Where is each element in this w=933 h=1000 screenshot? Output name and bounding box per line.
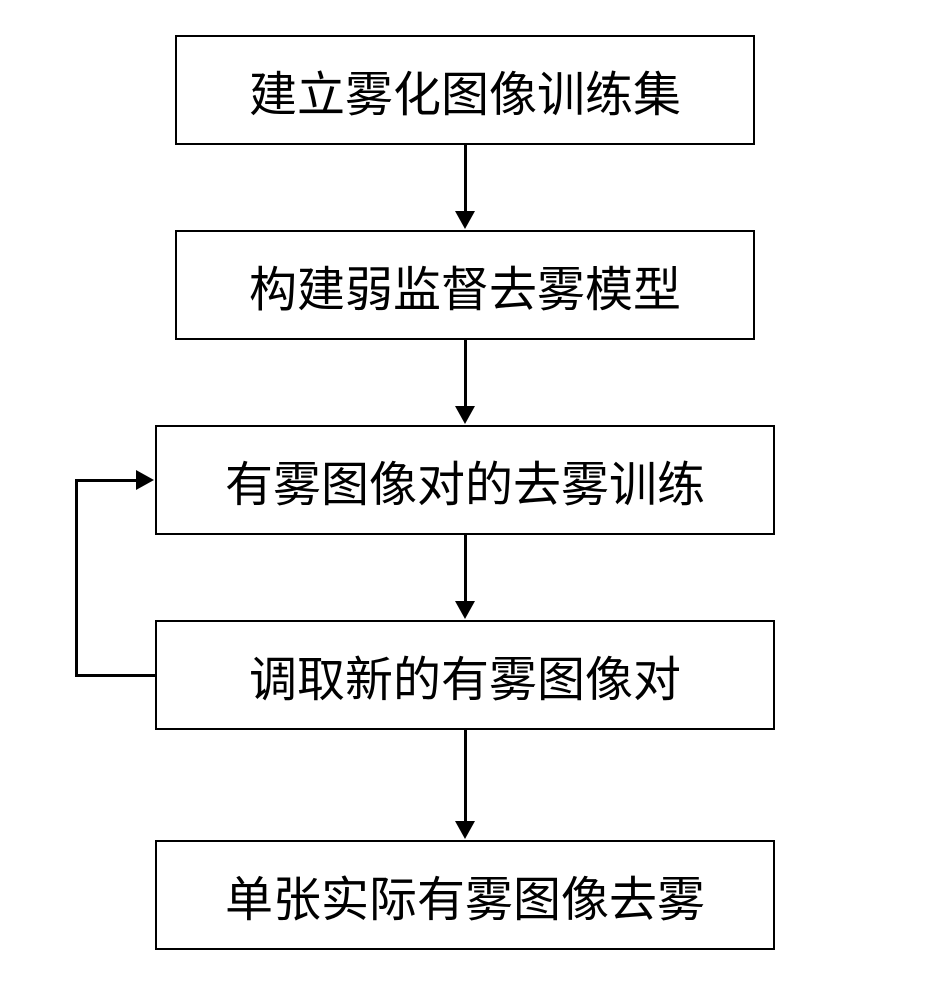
node-step2-label: 构建弱监督去雾模型 bbox=[249, 250, 681, 320]
edge-2-3 bbox=[464, 340, 467, 410]
flowchart-container: 建立雾化图像训练集 构建弱监督去雾模型 有雾图像对的去雾训练 调取新的有雾图像对… bbox=[0, 0, 933, 1000]
node-step5-label: 单张实际有雾图像去雾 bbox=[225, 860, 705, 930]
node-step1: 建立雾化图像训练集 bbox=[175, 35, 755, 145]
node-step5: 单张实际有雾图像去雾 bbox=[155, 840, 775, 950]
node-step3-label: 有雾图像对的去雾训练 bbox=[225, 445, 705, 515]
edge-1-2 bbox=[464, 145, 467, 215]
node-step1-label: 建立雾化图像训练集 bbox=[249, 55, 681, 125]
edge-loop-h2 bbox=[75, 479, 140, 482]
node-step4: 调取新的有雾图像对 bbox=[155, 620, 775, 730]
edge-3-4 bbox=[464, 535, 467, 605]
edge-2-3-head bbox=[455, 406, 475, 424]
edge-1-2-head bbox=[455, 211, 475, 229]
edge-loop-h1 bbox=[75, 674, 155, 677]
edge-loop-v bbox=[75, 479, 78, 677]
edge-4-5 bbox=[464, 730, 467, 825]
node-step4-label: 调取新的有雾图像对 bbox=[249, 640, 681, 710]
edge-3-4-head bbox=[455, 601, 475, 619]
edge-loop-head bbox=[136, 470, 154, 490]
edge-4-5-head bbox=[455, 821, 475, 839]
node-step3: 有雾图像对的去雾训练 bbox=[155, 425, 775, 535]
node-step2: 构建弱监督去雾模型 bbox=[175, 230, 755, 340]
